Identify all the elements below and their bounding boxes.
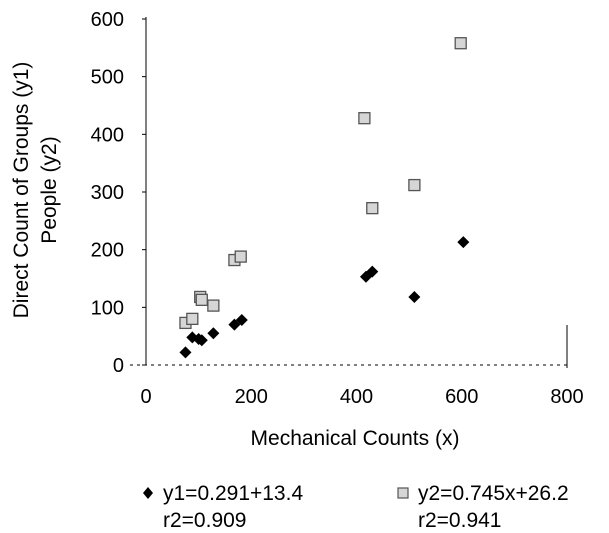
legend: y1=0.291+13.4 r2=0.909 y2=0.745x+26.2 r2… (143, 482, 569, 532)
point-y1 (235, 314, 248, 327)
point-y2 (195, 293, 208, 306)
tick-labels: 0 200 400 600 800 0 100 200 300 400 500 600 (91, 9, 584, 408)
y-tick-label: 100 (91, 297, 124, 319)
point-y2 (366, 201, 379, 215)
point-y1 (457, 236, 470, 249)
point-y1 (408, 290, 421, 303)
y-tick-label: 600 (91, 9, 124, 31)
legend-y2-marker (397, 487, 409, 499)
legend-y1-r2: r2=0.909 (163, 509, 247, 532)
point-y2 (207, 299, 220, 312)
point-y1 (179, 346, 192, 359)
data-points (179, 37, 470, 359)
y-axis-label-line2: People (y2) (38, 136, 61, 243)
x-axis-label: Mechanical Counts (x) (251, 427, 460, 450)
point-y1 (207, 327, 220, 340)
y-tick-label: 400 (91, 124, 124, 146)
point-y2 (358, 112, 371, 125)
point-y2 (408, 178, 421, 192)
legend-y1-marker (143, 487, 153, 499)
point-y1 (366, 265, 379, 278)
y-axis-label-line1: Direct Count of Groups (y1) (10, 62, 33, 319)
y-tick-label: 0 (113, 355, 124, 377)
x-tick-label: 400 (340, 386, 373, 408)
x-tick-label: 200 (235, 386, 268, 408)
y-tick-label: 200 (91, 240, 124, 262)
x-tick-label: 600 (445, 386, 478, 408)
x-tick-label: 0 (140, 386, 151, 408)
legend-y2: y2=0.745x+26.2 r2=0.941 (397, 482, 569, 532)
legend-y1: y1=0.291+13.4 r2=0.909 (143, 482, 303, 532)
x-tick-label: 800 (550, 386, 583, 408)
legend-y1-equation: y1=0.291+13.4 (163, 482, 303, 505)
point-y2 (234, 250, 247, 263)
point-y2 (186, 312, 199, 326)
point-y2 (454, 37, 467, 50)
point-y1 (195, 334, 208, 347)
legend-y2-equation: y2=0.745x+26.2 (418, 482, 569, 505)
y-tick-label: 500 (91, 67, 124, 89)
y-tick-label: 300 (91, 182, 124, 204)
legend-y2-r2: r2=0.941 (418, 509, 502, 532)
